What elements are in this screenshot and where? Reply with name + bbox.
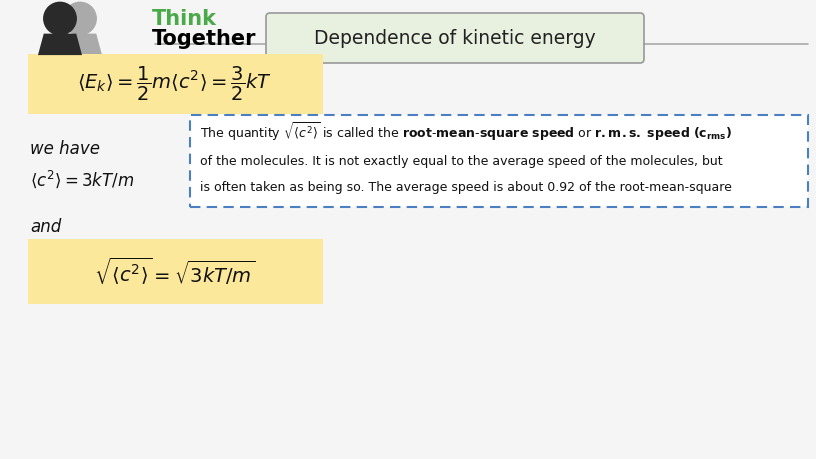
Polygon shape: [38, 34, 82, 55]
Text: and: and: [30, 218, 61, 236]
Text: we have: we have: [30, 140, 100, 158]
Circle shape: [44, 2, 76, 35]
Text: Dependence of kinetic energy: Dependence of kinetic energy: [314, 28, 596, 47]
Text: $\langle E_k \rangle = \dfrac{1}{2} m \langle c^2 \rangle = \dfrac{3}{2} kT$: $\langle E_k \rangle = \dfrac{1}{2} m \l…: [78, 65, 273, 103]
Text: $\langle c^2 \rangle = 3kT/m$: $\langle c^2 \rangle = 3kT/m$: [30, 168, 135, 190]
Text: $\sqrt{\langle c^2 \rangle} = \sqrt{3kT/m}$: $\sqrt{\langle c^2 \rangle} = \sqrt{3kT/…: [95, 256, 255, 287]
Polygon shape: [73, 34, 87, 38]
FancyBboxPatch shape: [266, 13, 644, 63]
Text: Together: Together: [152, 29, 256, 49]
FancyBboxPatch shape: [28, 54, 323, 114]
Text: of the molecules. It is not exactly equal to the average speed of the molecules,: of the molecules. It is not exactly equa…: [200, 156, 723, 168]
Polygon shape: [53, 34, 67, 38]
Text: Think: Think: [152, 9, 217, 29]
Text: is often taken as being so. The average speed is about 0.92 of the root-mean-squ: is often taken as being so. The average …: [200, 180, 732, 194]
Polygon shape: [58, 34, 102, 55]
Circle shape: [64, 2, 96, 35]
FancyBboxPatch shape: [190, 115, 808, 207]
FancyBboxPatch shape: [28, 239, 323, 304]
Text: The quantity $\sqrt{\langle c^2 \rangle}$ is called the $\mathbf{root\text{-}mea: The quantity $\sqrt{\langle c^2 \rangle}…: [200, 121, 732, 143]
